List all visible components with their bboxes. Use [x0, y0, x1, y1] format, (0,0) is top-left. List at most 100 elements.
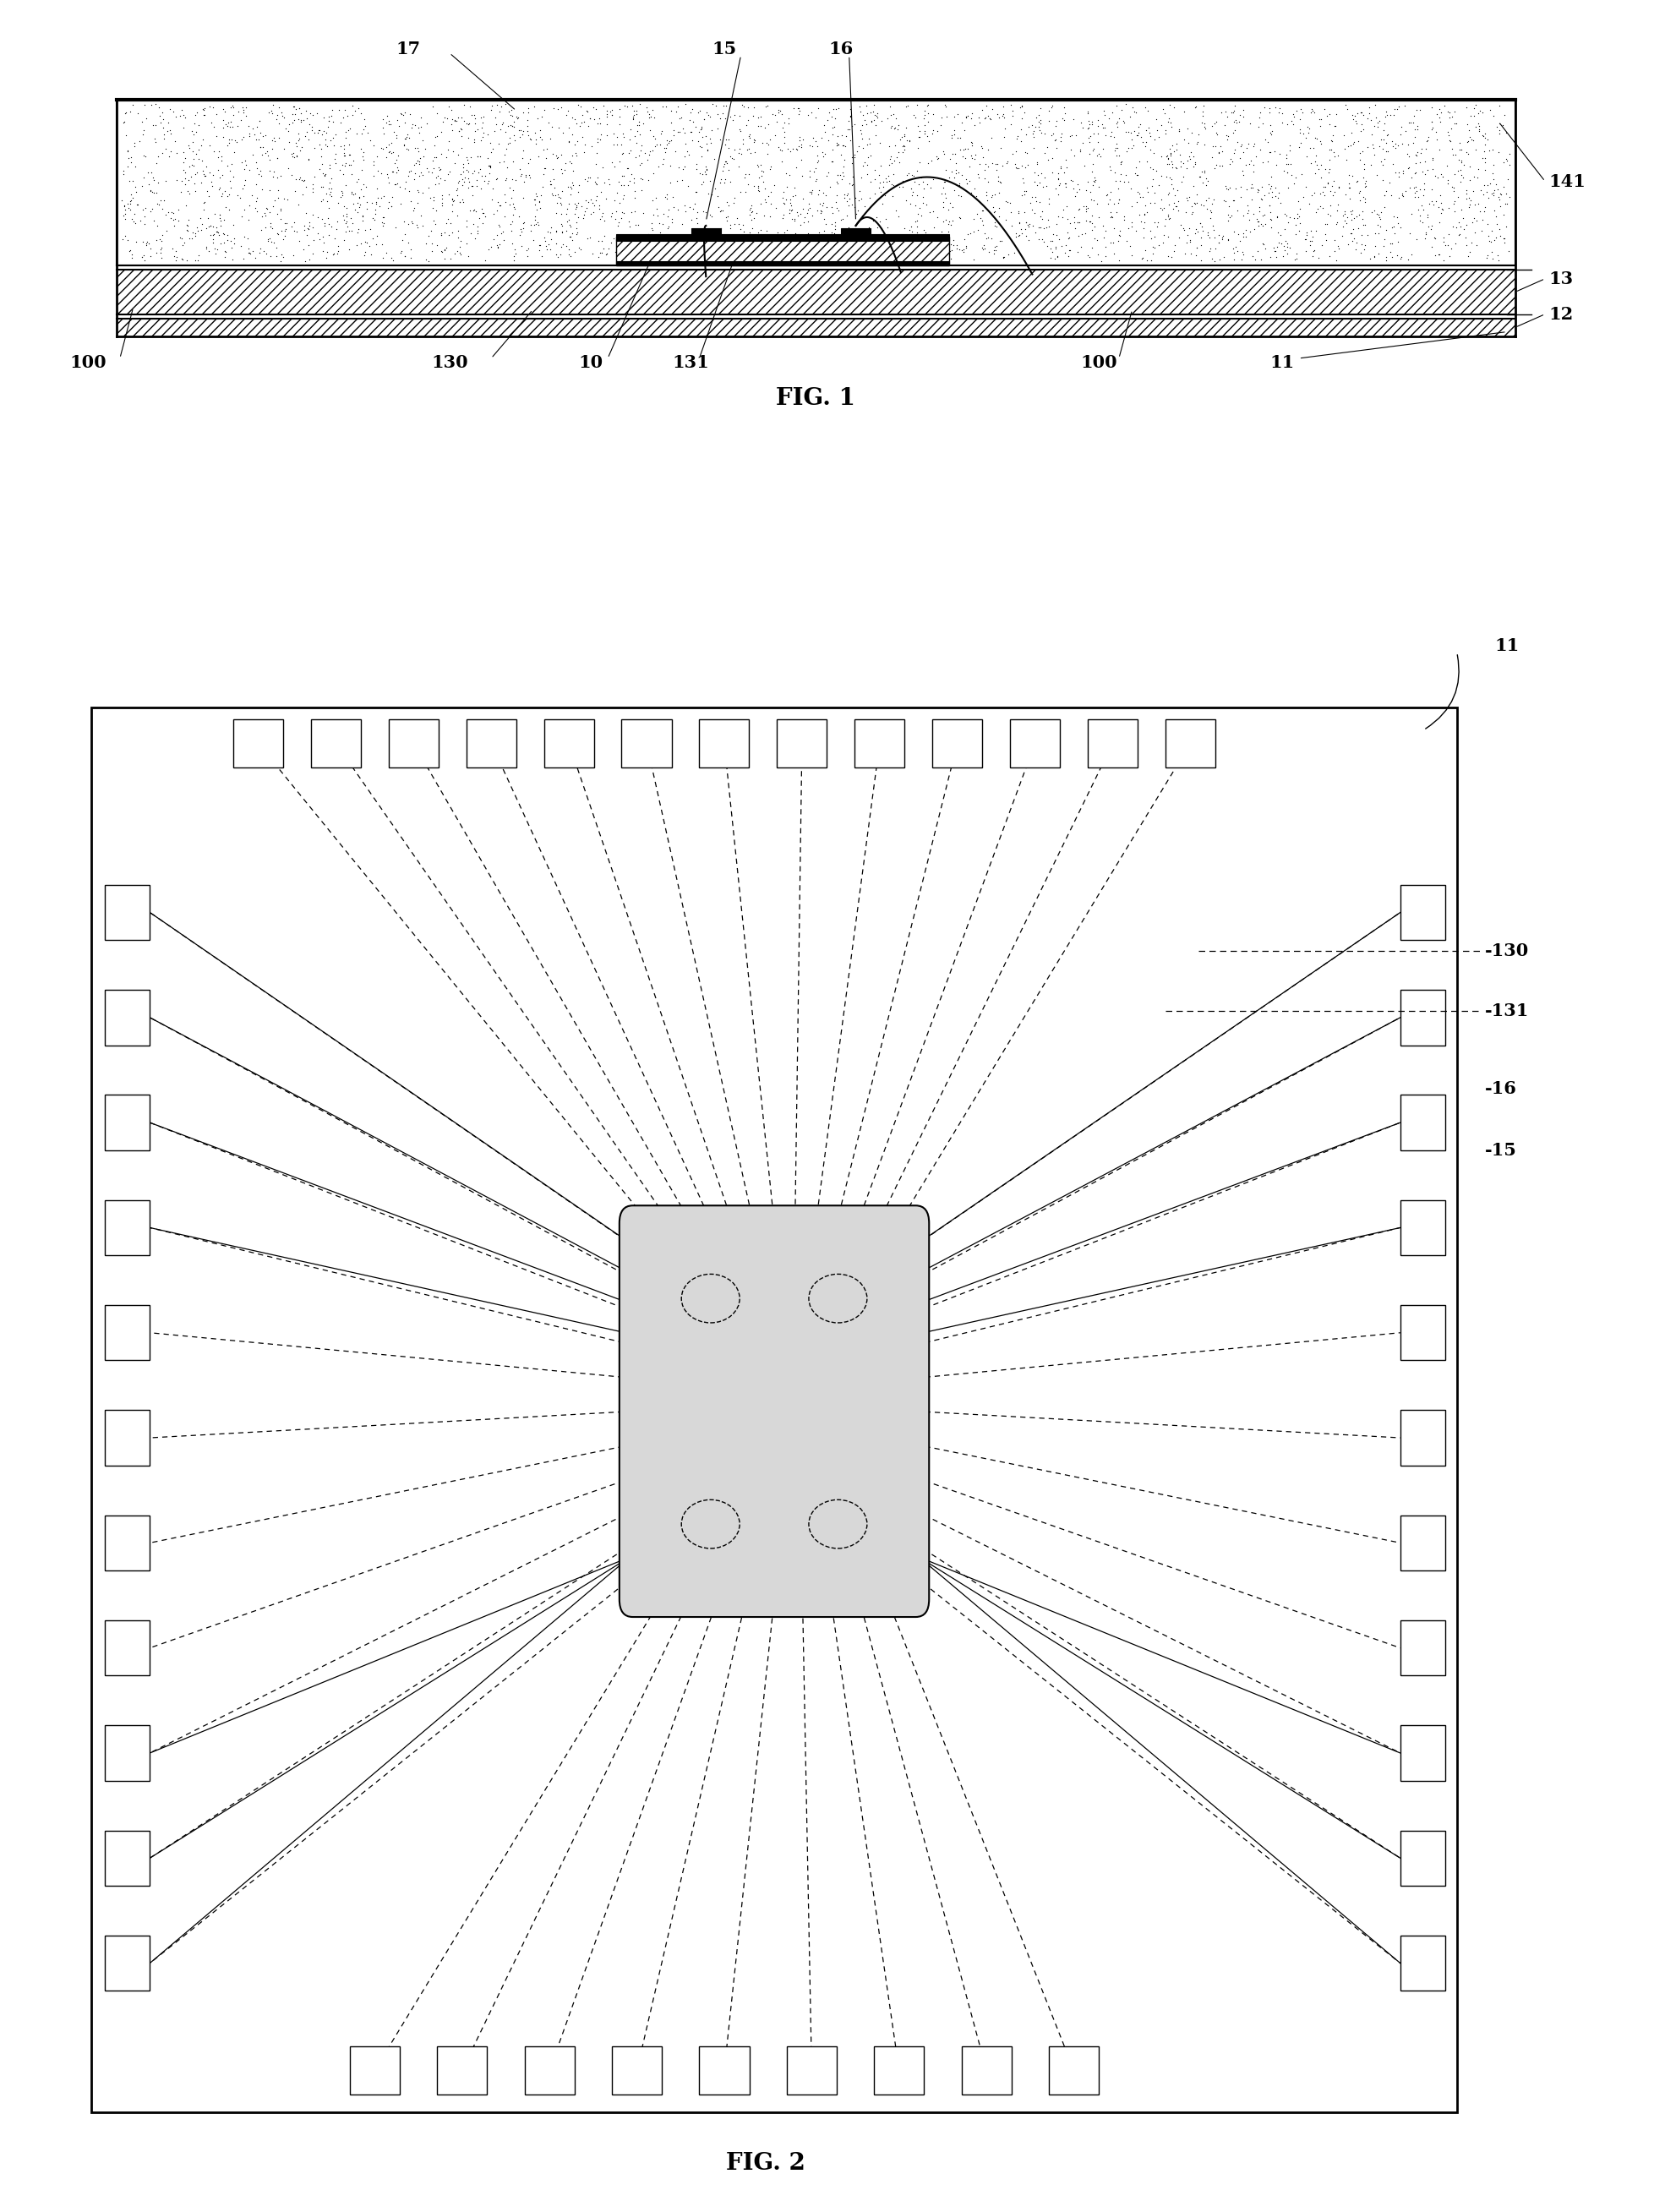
Point	[1222, 170, 1249, 206]
Point	[1469, 117, 1495, 153]
Point	[1285, 199, 1312, 234]
Point	[981, 190, 1007, 226]
Point	[405, 175, 431, 210]
Point	[1007, 88, 1034, 124]
Point	[563, 135, 589, 170]
Point	[857, 181, 884, 217]
Point	[678, 237, 704, 272]
Point	[1170, 212, 1197, 248]
Point	[368, 131, 395, 166]
Point	[694, 239, 721, 274]
Point	[1057, 119, 1084, 155]
Point	[1006, 219, 1032, 254]
Point	[867, 210, 894, 246]
Point	[1106, 137, 1132, 173]
Point	[1335, 170, 1362, 206]
Point	[594, 117, 621, 153]
Point	[381, 166, 408, 201]
Point	[626, 104, 653, 139]
Point	[991, 239, 1017, 274]
Point	[594, 230, 621, 265]
Point	[739, 195, 766, 230]
Point	[539, 91, 566, 126]
Point	[1240, 197, 1267, 232]
Point	[176, 221, 203, 257]
Point	[1330, 131, 1357, 166]
Point	[513, 157, 539, 192]
Point	[603, 192, 629, 228]
Point	[470, 195, 496, 230]
Point	[866, 170, 892, 206]
Point	[201, 234, 228, 270]
Point	[1111, 164, 1137, 199]
Point	[1106, 243, 1132, 279]
Point	[516, 142, 543, 177]
Point	[914, 166, 941, 201]
Point	[839, 139, 866, 175]
Point	[779, 179, 806, 215]
Point	[1380, 91, 1407, 126]
Point	[235, 234, 261, 270]
Point	[193, 230, 220, 265]
Point	[984, 146, 1011, 181]
Point	[256, 221, 283, 257]
Point	[138, 86, 165, 122]
Point	[221, 135, 248, 170]
Point	[576, 100, 603, 135]
Point	[1274, 106, 1300, 142]
Point	[899, 157, 926, 192]
Point	[1309, 175, 1335, 210]
Point	[533, 232, 559, 268]
Point	[836, 181, 862, 217]
Point	[321, 234, 348, 270]
Point	[311, 208, 338, 243]
Point	[1159, 146, 1185, 181]
Point	[476, 232, 503, 268]
Point	[1122, 155, 1149, 190]
Point	[1019, 106, 1046, 142]
Point	[228, 199, 255, 234]
Point	[290, 177, 316, 212]
Point	[280, 104, 306, 139]
Point	[803, 164, 829, 199]
Point	[957, 137, 984, 173]
Point	[1172, 195, 1199, 230]
Point	[1214, 197, 1240, 232]
Point	[178, 146, 205, 181]
Point	[1292, 232, 1319, 268]
Point	[195, 201, 221, 237]
Point	[1229, 153, 1255, 188]
Point	[509, 95, 536, 131]
Point	[857, 104, 884, 139]
Point	[1089, 131, 1116, 166]
Point	[573, 184, 599, 219]
Point	[1315, 142, 1342, 177]
Point	[198, 217, 225, 252]
Point	[1352, 228, 1379, 263]
Point	[450, 88, 476, 124]
Point	[1345, 210, 1372, 246]
Point	[1477, 93, 1503, 128]
Point	[1019, 192, 1046, 228]
Point	[483, 192, 509, 228]
Point	[1039, 88, 1066, 124]
Point	[882, 241, 909, 276]
Point	[1454, 208, 1480, 243]
Point	[1454, 135, 1480, 170]
Point	[1460, 173, 1487, 208]
Point	[808, 192, 834, 228]
Point	[726, 212, 753, 248]
Point	[997, 186, 1024, 221]
Point	[451, 104, 478, 139]
Point	[498, 212, 524, 248]
Point	[836, 212, 862, 248]
Point	[1039, 234, 1066, 270]
Point	[360, 157, 386, 192]
Point	[1052, 166, 1079, 201]
Point	[1494, 175, 1520, 210]
Point	[1492, 186, 1518, 221]
Point	[1230, 219, 1257, 254]
Point	[1350, 146, 1377, 181]
Point	[380, 153, 406, 188]
Point	[200, 217, 226, 252]
